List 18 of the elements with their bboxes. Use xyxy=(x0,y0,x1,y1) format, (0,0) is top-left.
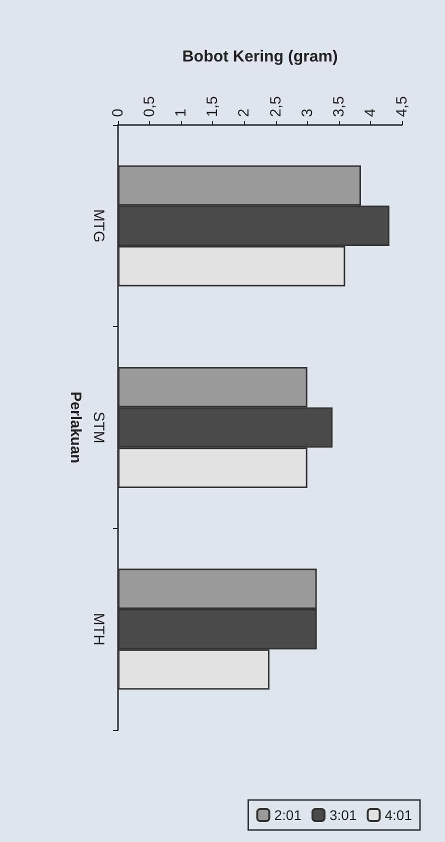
legend-label: 3:01 xyxy=(330,807,357,823)
y-tick-label: MTH xyxy=(90,612,107,646)
x-tick-label: 4 xyxy=(362,108,379,117)
y-tick-label: STM xyxy=(90,412,107,444)
x-tick-label: 3,5 xyxy=(330,96,348,117)
x-tick-label: 2,5 xyxy=(267,96,284,117)
x-axis-title: Bobot Kering (gram) xyxy=(182,48,338,66)
y-axis-title: Perlakuan xyxy=(67,392,84,464)
x-tick-label: 4,5 xyxy=(394,96,410,117)
x-tick-label: 0 xyxy=(110,108,126,117)
x-tick-label: 0,5 xyxy=(141,96,158,117)
x-tick-label: 1,5 xyxy=(204,96,222,117)
y-tick-label: MTG xyxy=(90,209,107,242)
legend-label: 4:01 xyxy=(384,807,412,823)
x-tick-label: 2 xyxy=(236,108,253,117)
x-tick-label: 3 xyxy=(298,108,316,117)
legend-label: 2:01 xyxy=(274,807,302,823)
x-tick-label: 1 xyxy=(172,108,190,117)
